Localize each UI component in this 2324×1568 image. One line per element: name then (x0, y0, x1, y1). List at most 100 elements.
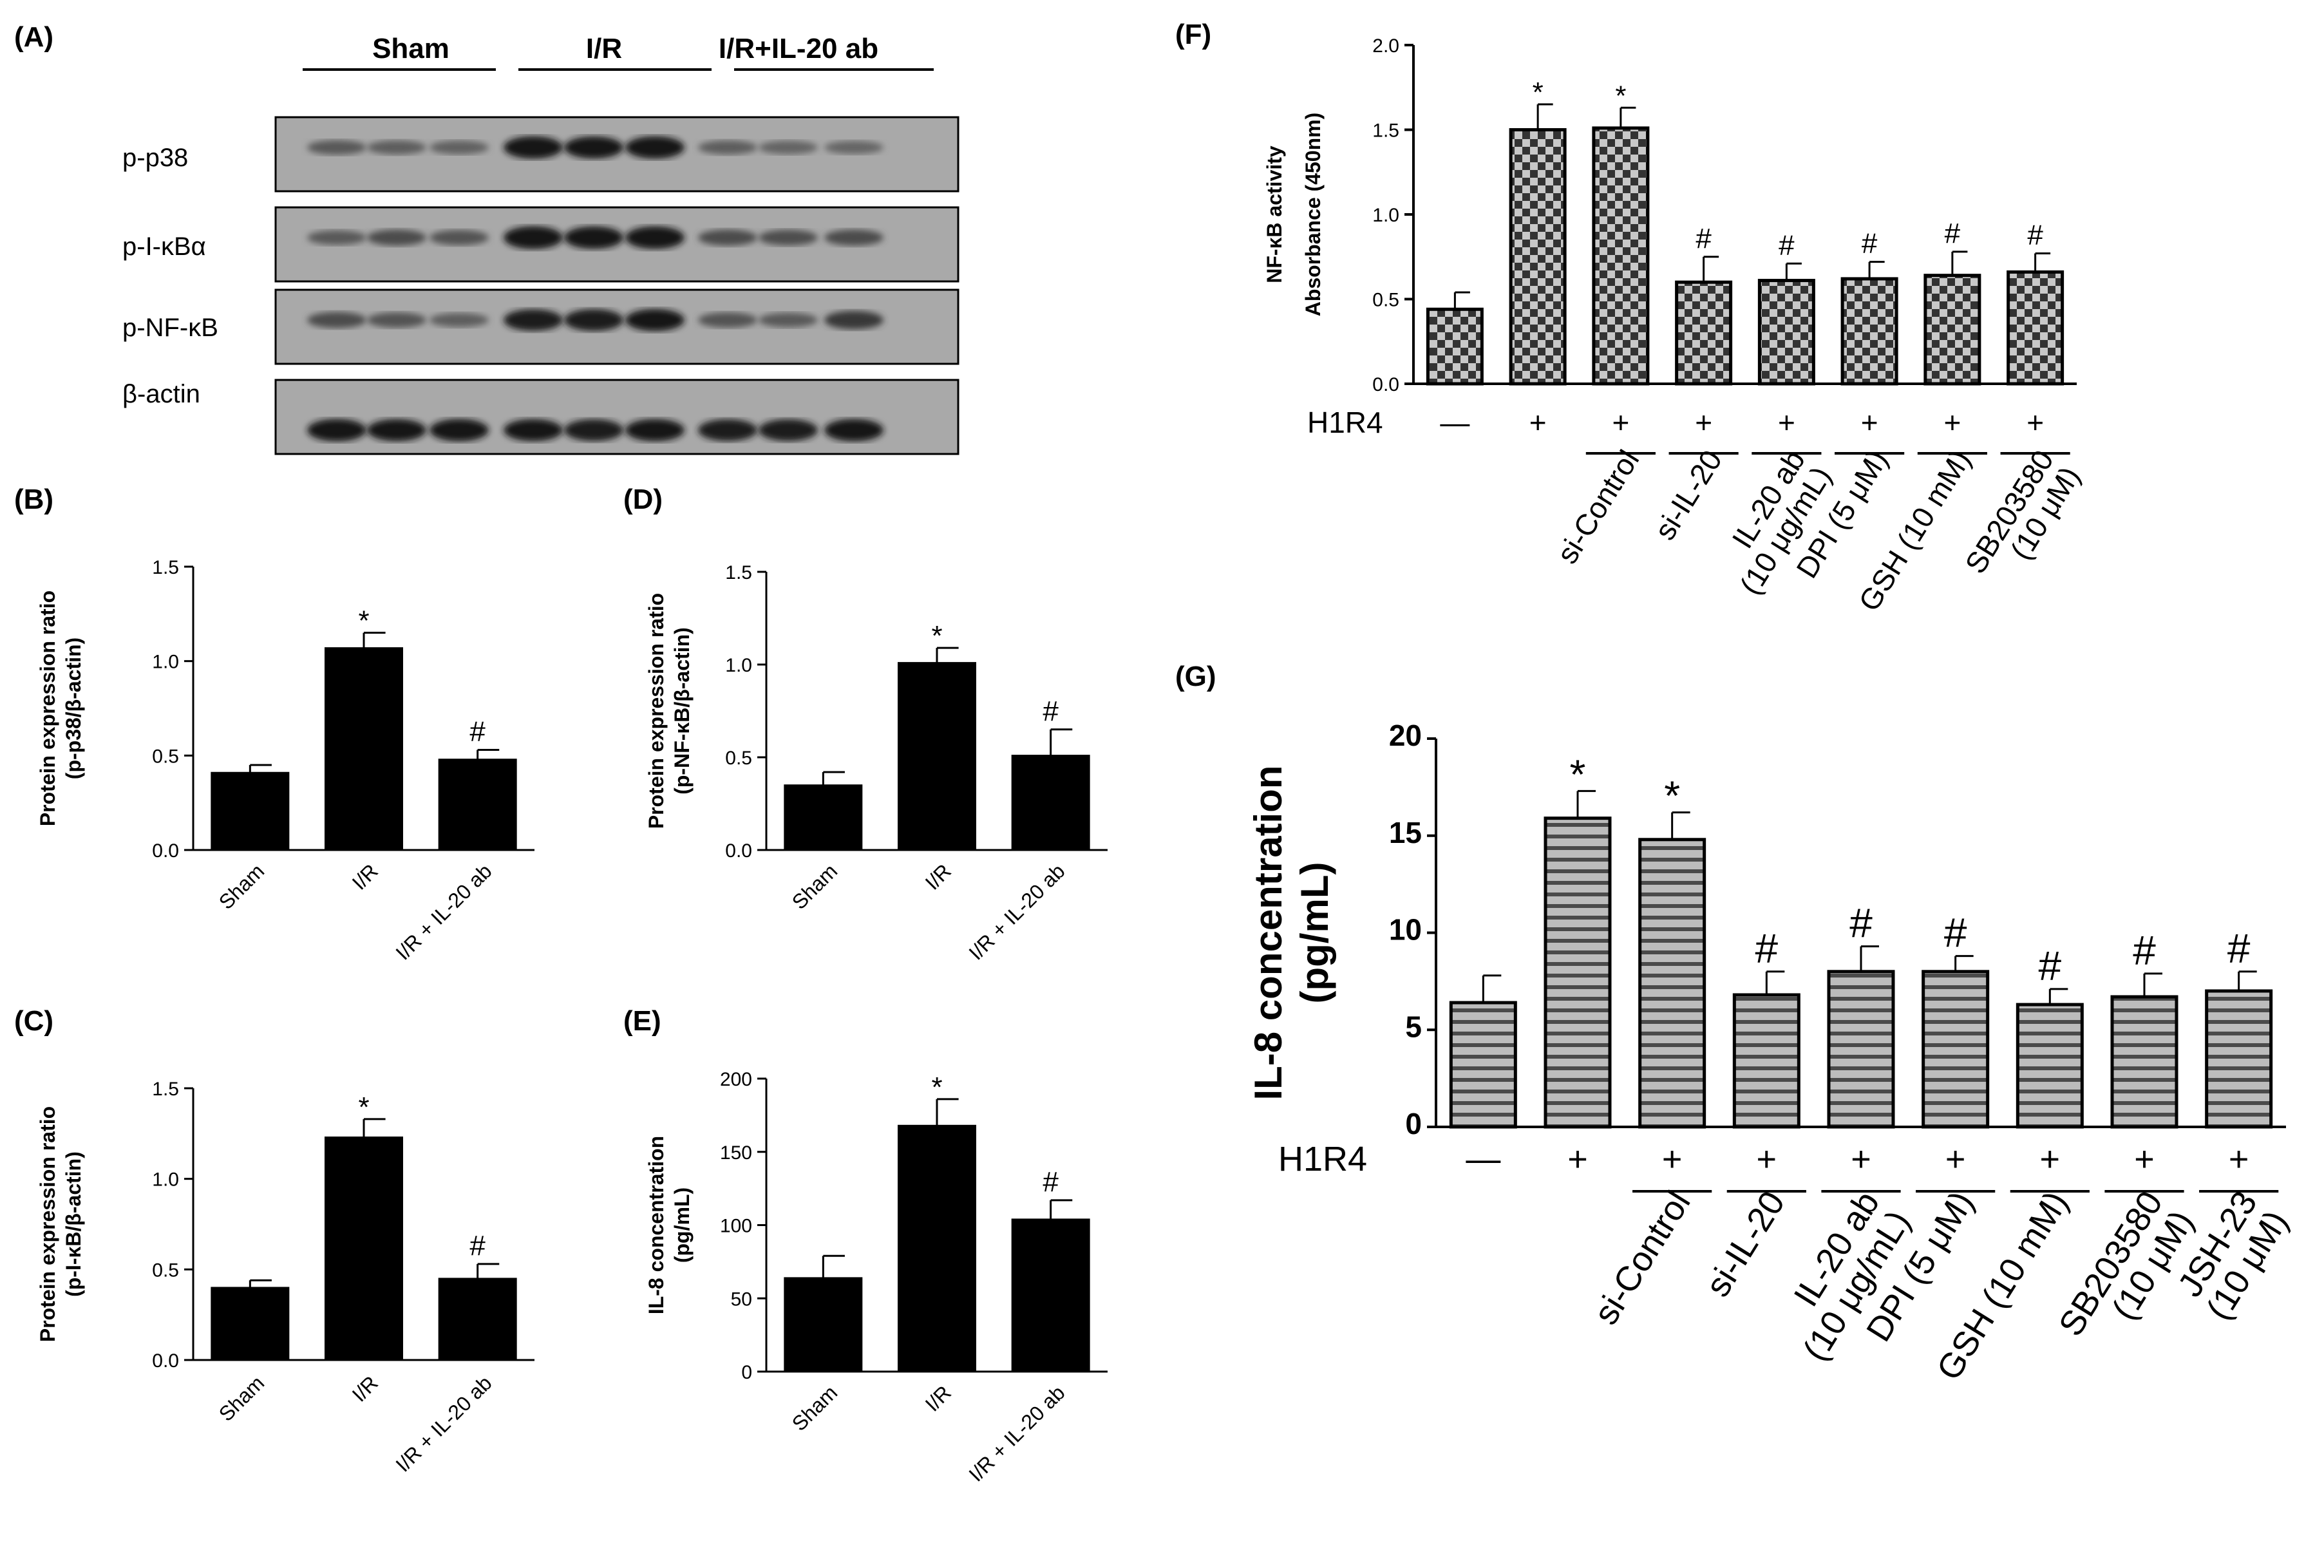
blot-row: p-NF-κB (122, 288, 959, 365)
x-tick-label: I/R + IL-20 ab (964, 859, 1069, 964)
blot-band (625, 308, 685, 332)
x-tick-label: I/R + IL-20 ab (391, 1371, 496, 1476)
blot-row-label: p-NF-κB (122, 314, 218, 342)
y-tick-label: 100 (720, 1216, 752, 1237)
h1r4-sign: — (1466, 1140, 1500, 1178)
blot-band (564, 226, 623, 249)
h1r4-sign: + (1612, 406, 1629, 439)
y-axis-label: Protein expression ratio (p-NF-κB/β-actin… (645, 593, 694, 829)
blot-band (367, 140, 426, 155)
treatment-label: si-Control (1550, 444, 1645, 569)
y-axis-label-line: NF-κB activity (1263, 146, 1286, 283)
y-tick-label: 0.5 (152, 746, 179, 767)
y-tick-label: 50 (731, 1289, 752, 1310)
bar (784, 784, 863, 851)
h1r4-sign: + (1662, 1140, 1683, 1178)
blot-band (504, 419, 563, 442)
bar (438, 1278, 517, 1361)
significance-mark: # (469, 716, 486, 748)
y-tick-label: 5 (1405, 1010, 1422, 1043)
bar (1011, 755, 1090, 851)
blot-band (698, 140, 757, 155)
blot-row-label: p-p38 (122, 144, 188, 172)
y-axis-label-line: Absorbance (450nm) (1301, 113, 1325, 317)
significance-mark: # (1779, 229, 1795, 261)
y-axis-label-line: Protein expression ratio (645, 593, 668, 829)
y-tick-label: 0 (741, 1362, 752, 1383)
x-tick-label: Sham (214, 859, 269, 914)
panel-label-d: (D) (623, 484, 663, 515)
x-tick-label: Sham (788, 859, 842, 914)
panel-label-c: (C) (14, 1005, 53, 1037)
significance-mark: # (1755, 925, 1779, 972)
y-tick-label: 0.0 (725, 840, 752, 862)
bar (1840, 277, 1898, 386)
bar (1923, 274, 1981, 386)
chart-f: 0.0 0.5 1.0 1.5 2.0 NF-κB activity Absorbance … (1263, 35, 2086, 617)
h1r4-sign: + (2229, 1140, 2249, 1178)
y-tick-label: 10 (1389, 913, 1422, 947)
bar (325, 647, 403, 851)
blot-band (307, 140, 366, 155)
y-axis-label-line: Protein expression ratio (36, 1106, 59, 1342)
y-axis-label-line: (p-p38/β-actin) (62, 638, 85, 779)
bar (2016, 1003, 2084, 1129)
y-tick-label: 1.0 (152, 652, 179, 673)
blot-band (430, 419, 489, 442)
significance-mark: # (1043, 695, 1059, 727)
blot-band (430, 140, 489, 155)
blot-band (504, 136, 563, 159)
bar (1449, 1001, 1517, 1129)
treatment-label: JSH-23(10 μM) (2168, 1185, 2296, 1327)
y-axis-label-line: (pg/mL) (1293, 862, 1336, 1004)
y-tick-label: 150 (720, 1142, 752, 1164)
y-tick-label: 0.5 (152, 1260, 179, 1281)
treatment-label-line: si-Control (1550, 444, 1645, 569)
bar (325, 1136, 403, 1361)
x-tick-label: I/R (921, 1381, 956, 1415)
h1r4-label: H1R4 (1278, 1140, 1367, 1178)
treatment-label-line: si-IL-20 (1648, 444, 1728, 546)
blot-band (759, 312, 818, 328)
blot-rows: p-p38 p-I-κBα p-NF-κB β-actin (122, 116, 959, 455)
blot-band (824, 310, 883, 330)
bar (1592, 126, 1650, 386)
x-tick-label: I/R + IL-20 ab (964, 1381, 1069, 1486)
blot-row-label: β-actin (122, 380, 200, 408)
x-tick-label: I/R (348, 1371, 383, 1406)
significance-mark: * (1664, 773, 1680, 819)
y-tick-label: 15 (1389, 816, 1422, 849)
blot-band (824, 229, 883, 246)
h1r4-sign: + (1861, 406, 1878, 439)
y-axis-label-line: (p-I-κB/β-actin) (62, 1151, 85, 1297)
y-tick-label: 1.5 (152, 1079, 179, 1100)
significance-mark: # (2027, 219, 2043, 250)
y-axis-label: Protein expression ratio (p-p38/β-actin) (36, 590, 85, 826)
y-axis-label-line: IL-8 concentration (645, 1136, 668, 1314)
y-tick-label: 200 (720, 1069, 752, 1090)
significance-mark: # (2039, 943, 2062, 989)
blot-band (430, 230, 489, 245)
panel-label-e: (E) (623, 1005, 661, 1037)
western-blot: Sham I/R I/R+IL-20 ab p-p38 p-I-κBα p-NF-κB β… (122, 33, 959, 455)
chart-d: 0.0 0.5 1.0 1.5 Protein expression ratio (p-N… (645, 562, 1108, 965)
bar (1638, 838, 1706, 1129)
panel-label-b: (B) (14, 484, 53, 515)
h1r4-sign: + (1945, 1140, 1966, 1178)
blot-group-headers: Sham I/R I/R+IL-20 ab (303, 33, 934, 71)
significance-mark: * (1570, 751, 1586, 797)
blot-band (564, 136, 623, 159)
h1r4-sign: + (2040, 1140, 2061, 1178)
blot-band (759, 419, 818, 442)
significance-mark: # (2227, 925, 2251, 972)
y-axis-label-line: Protein expression ratio (36, 590, 59, 826)
blot-band (367, 312, 426, 328)
bar (1426, 307, 1484, 386)
y-tick-label: 0.0 (152, 840, 179, 862)
chart-b: 0.0 0.5 1.0 1.5 Protein expression ratio (p-p… (36, 557, 534, 965)
significance-mark: * (358, 605, 369, 637)
h1r4-sign: + (1757, 1140, 1777, 1178)
h1r4-sign: + (1695, 406, 1712, 439)
blot-band (698, 419, 757, 442)
